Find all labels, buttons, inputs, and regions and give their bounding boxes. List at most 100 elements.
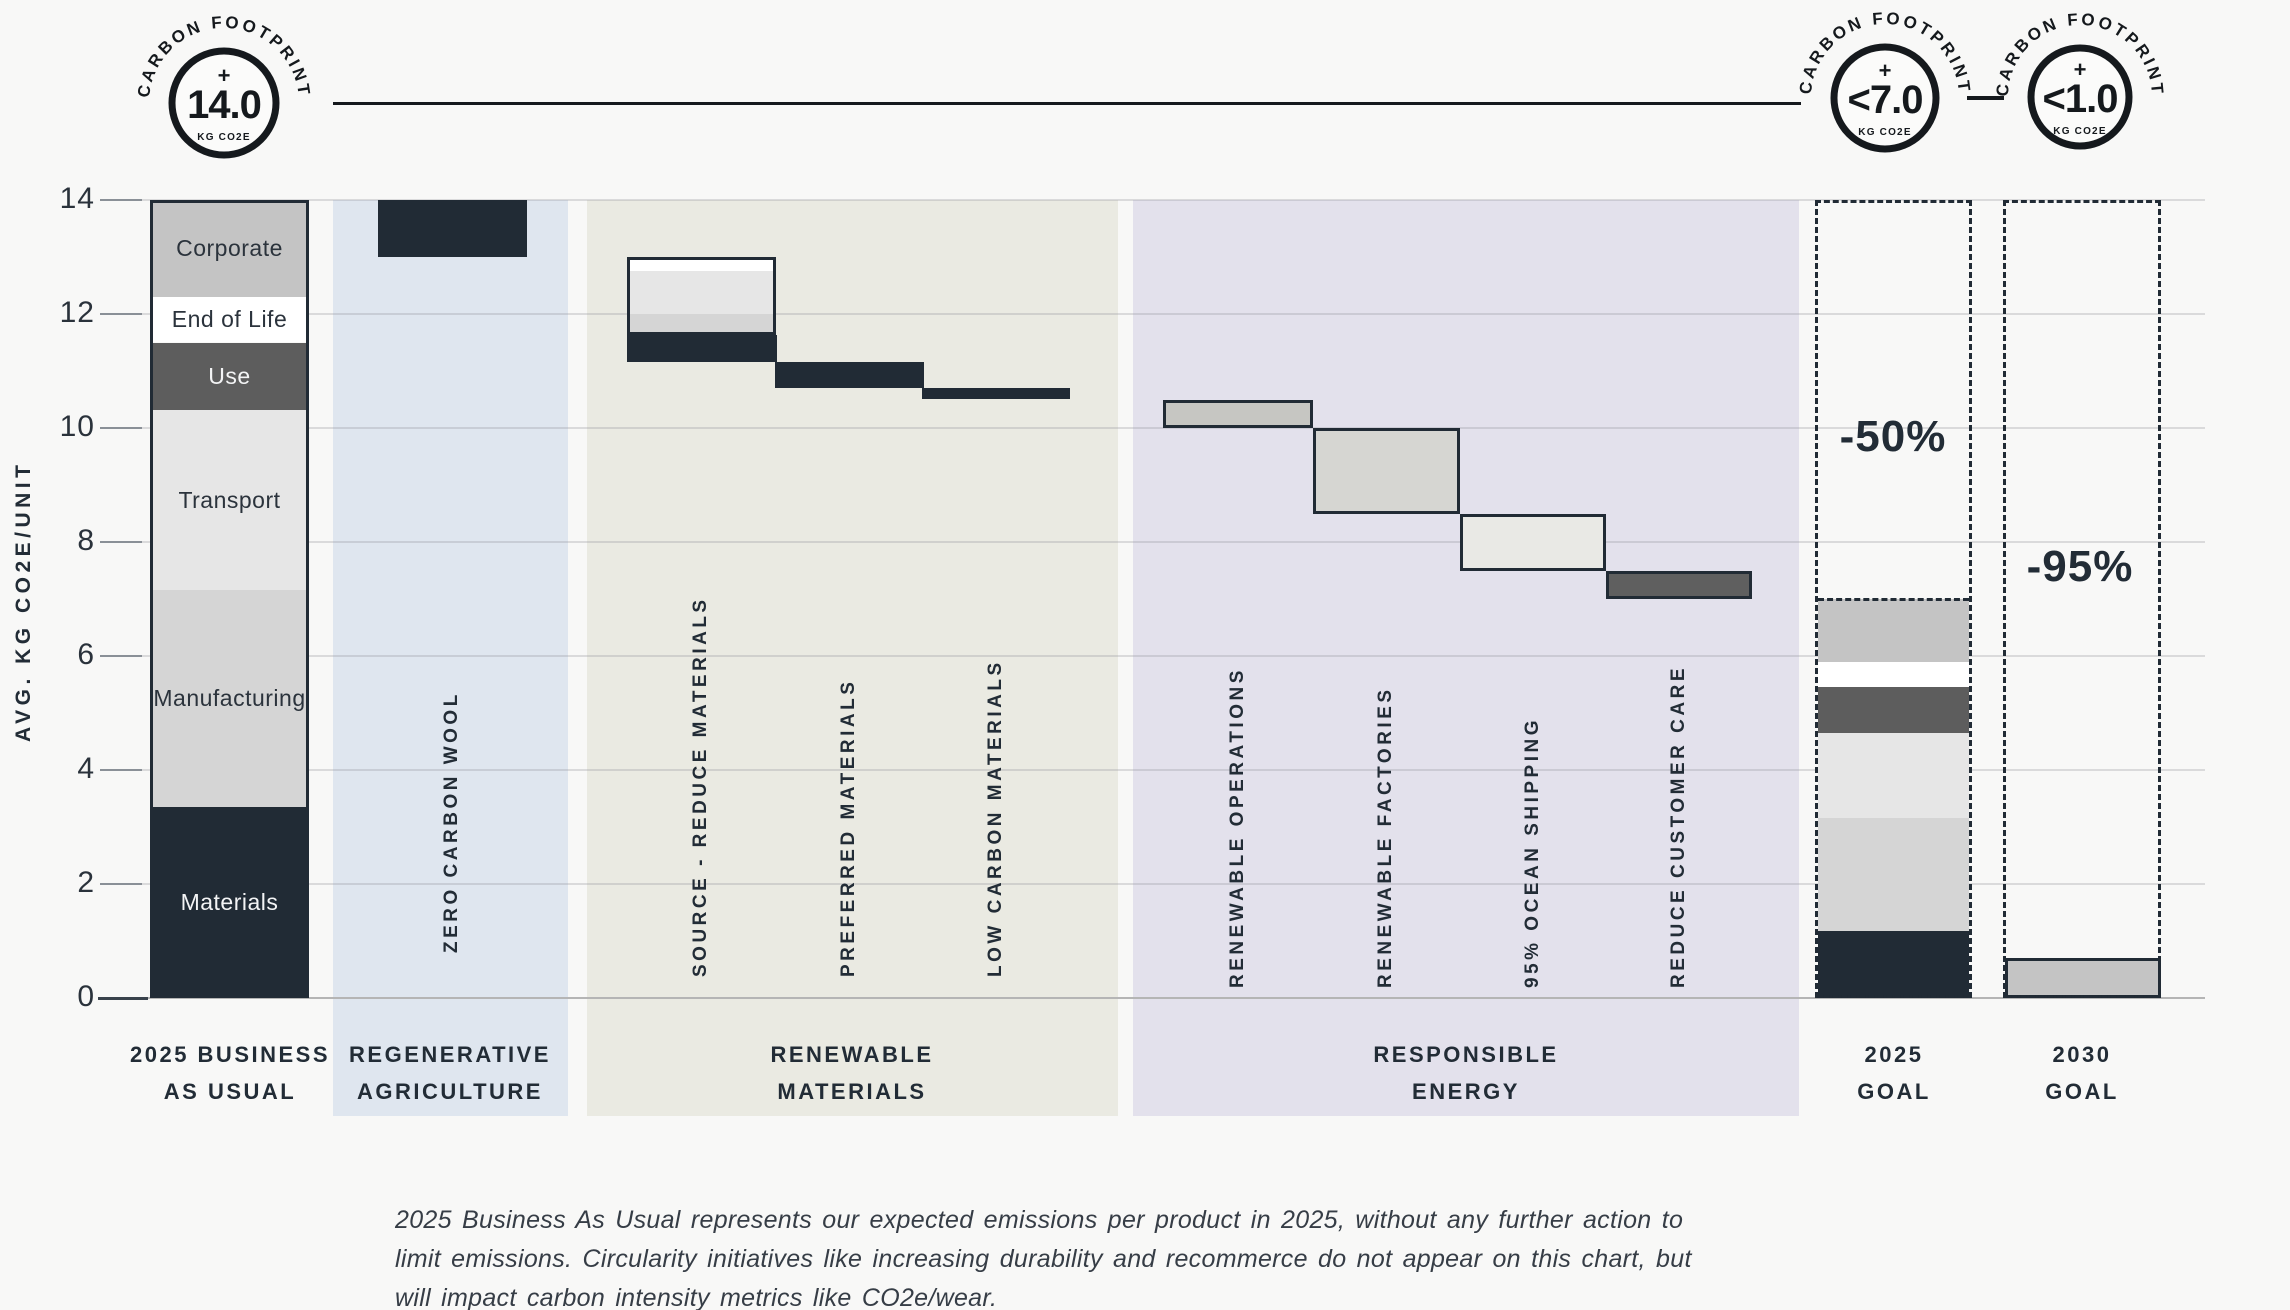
- section-2030-goal-label: 2030 GOAL: [1912, 1036, 2252, 1110]
- badge-plus: +: [2074, 57, 2087, 82]
- goal-box-2025: [1815, 200, 1972, 998]
- tick-label-12: 12: [59, 296, 95, 329]
- badge-2030-footprint: CARBON FOOTPRINT+<1.0KG CO2E: [1993, 10, 2164, 150]
- badge-ring: [168, 47, 280, 159]
- tick-mark-2: [100, 883, 142, 885]
- vlabel-renewable-factories: RENEWABLE FACTORIES: [1375, 686, 1396, 988]
- section-renewable-materials-label: RENEWABLE MATERIALS: [682, 1036, 1022, 1110]
- bar-2025-goal-stack-segment: [1818, 661, 1969, 688]
- section-responsible-energy-label-line: ENERGY: [1412, 1079, 1520, 1104]
- badge-plus: +: [218, 63, 231, 88]
- bar-customer-care: [1606, 570, 1752, 599]
- badge-connector-line: [333, 101, 1801, 105]
- bar-2025-goal-stack-segment: [1818, 818, 1969, 931]
- tick-mark-14: [100, 199, 142, 201]
- section-responsible-energy-background: [1133, 200, 1799, 1116]
- section-regenerative-agriculture-background: [333, 200, 568, 1116]
- badge-current-footprint: CARBON FOOTPRINT+14.0KG CO2E: [134, 13, 311, 159]
- vlabel-renewable-operations: RENEWABLE OPERATIONS: [1227, 667, 1248, 988]
- tick-label-14: 14: [59, 182, 95, 215]
- section-regenerative-agriculture-label-line: REGENERATIVE: [349, 1042, 551, 1067]
- bar-renewable-operations: [1163, 399, 1313, 428]
- y-axis-label: AVG. KG CO2E/UNIT: [12, 460, 35, 742]
- vlabel-preferred-materials: PREFERRED MATERIALS: [838, 678, 859, 977]
- tick-mark-4: [100, 769, 142, 771]
- section-2025-bau-label-line: AS USUAL: [163, 1079, 297, 1104]
- badge-plus: +: [1879, 58, 1892, 83]
- section-2025-goal-label: 2025 GOAL: [1724, 1036, 2064, 1110]
- bar-2025-bau-segment-transport: Transport: [150, 409, 309, 591]
- bar-zero-carbon-wool: [378, 200, 527, 257]
- bar-source-reduce-box-segment: [627, 314, 776, 336]
- badge-2025-footprint: CARBON FOOTPRINT+<7.0KG CO2E: [1796, 9, 1971, 153]
- bar-preferred-materials: [775, 362, 924, 389]
- badge-ring: [2027, 44, 2133, 150]
- bar-renewable-factories: [1313, 428, 1460, 514]
- bar-2025-bau-segment-manufacturing: Manufacturing: [150, 590, 309, 808]
- tick-mark-6: [100, 655, 142, 657]
- badge-ring: [1830, 43, 1940, 153]
- bar-source-reduce-box-segment: [627, 257, 776, 272]
- badge-value: 14.0: [187, 83, 261, 127]
- tick-label-6: 6: [77, 638, 95, 671]
- tick-mark-8: [100, 541, 142, 543]
- badge-unit: KG CO2E: [197, 132, 250, 143]
- tick-mark-12: [100, 313, 142, 315]
- gridline-14: [105, 199, 2205, 201]
- gridline-2: [105, 883, 2205, 885]
- section-2025-bau-label: 2025 BUSINESS AS USUAL: [60, 1036, 400, 1110]
- goal-box-2030-reduction-label: -95%: [2026, 542, 2134, 591]
- bar-2025-bau-border: [150, 200, 309, 998]
- goal-box-2025-reduction-label: -50%: [1839, 412, 1947, 461]
- section-renewable-materials-label-line: MATERIALS: [777, 1079, 927, 1104]
- section-renewable-materials-label-line: RENEWABLE: [770, 1042, 934, 1067]
- badge-unit: KG CO2E: [2053, 126, 2106, 137]
- bar-2025-bau-segment-end-of-life: End of Life: [150, 296, 309, 343]
- bar-source-reduce-dark: [627, 335, 777, 363]
- section-2025-bau-label-line: 2025 BUSINESS: [129, 1042, 331, 1067]
- bar-2025-bau-segment-use: Use: [150, 342, 309, 410]
- vlabel-zero-carbon-wool: ZERO CARBON WOOL: [441, 691, 462, 953]
- section-2025-goal-label-line: GOAL: [1857, 1079, 1931, 1104]
- tick-label-4: 4: [77, 752, 95, 785]
- section-2030-goal-label-line: GOAL: [2045, 1079, 2119, 1104]
- bar-2025-goal-stack-top-dashed: [1818, 598, 1969, 601]
- bar-source-reduce-box-segment: [627, 271, 776, 314]
- bar-2025-bau-segment-materials: Materials: [150, 807, 309, 998]
- vlabel-source-reduce-materials: SOURCE - REDUCE MATERIALS: [690, 596, 711, 977]
- bar-low-carbon-materials: [922, 388, 1070, 400]
- section-regenerative-agriculture-label-line: AGRICULTURE: [357, 1079, 543, 1104]
- bar-2025-goal-stack-segment: [1818, 687, 1969, 733]
- badge-dash: [1967, 96, 2004, 100]
- vlabel-95-ocean-shipping: 95% OCEAN SHIPPING: [1522, 717, 1543, 988]
- goal-box-2030: [2003, 200, 2161, 998]
- vlabel-reduce-customer-care: REDUCE CUSTOMER CARE: [1668, 664, 1689, 988]
- bar-2025-goal-stack-segment: [1818, 599, 1969, 662]
- gridline-4: [105, 769, 2205, 771]
- badge-value: <7.0: [1848, 78, 1923, 122]
- bar-source-reduce-box-border: [627, 257, 776, 336]
- badge-value: <1.0: [2043, 77, 2118, 121]
- tick-label-8: 8: [77, 524, 95, 557]
- segment-label-end-of-life: End of Life: [171, 306, 288, 333]
- bar-ocean-shipping: [1460, 513, 1606, 571]
- bar-2025-bau-segment-corporate: Corporate: [150, 200, 309, 297]
- gridline-12: [105, 313, 2205, 315]
- section-regenerative-agriculture-label: REGENERATIVE AGRICULTURE: [280, 1036, 620, 1110]
- gridline-6: [105, 655, 2205, 657]
- gridline-8: [105, 541, 2205, 543]
- tick-mark-10: [100, 427, 142, 429]
- tick-label-0: 0: [77, 980, 95, 1013]
- tick-label-10: 10: [59, 410, 95, 443]
- section-responsible-energy-label-line: RESPONSIBLE: [1373, 1042, 1559, 1067]
- tick-mark-0: [98, 996, 148, 1000]
- segment-label-transport: Transport: [178, 486, 281, 513]
- bar-2025-goal-stack-segment: [1818, 732, 1969, 819]
- tick-label-2: 2: [77, 866, 95, 899]
- footnote-text: 2025 Business As Usual represents our ex…: [395, 1206, 1692, 1310]
- segment-label-corporate: Corporate: [176, 234, 283, 261]
- segment-label-materials: Materials: [180, 889, 279, 916]
- section-2030-goal-label-line: 2030: [2052, 1042, 2112, 1067]
- segment-label-manufacturing: Manufacturing: [153, 685, 306, 712]
